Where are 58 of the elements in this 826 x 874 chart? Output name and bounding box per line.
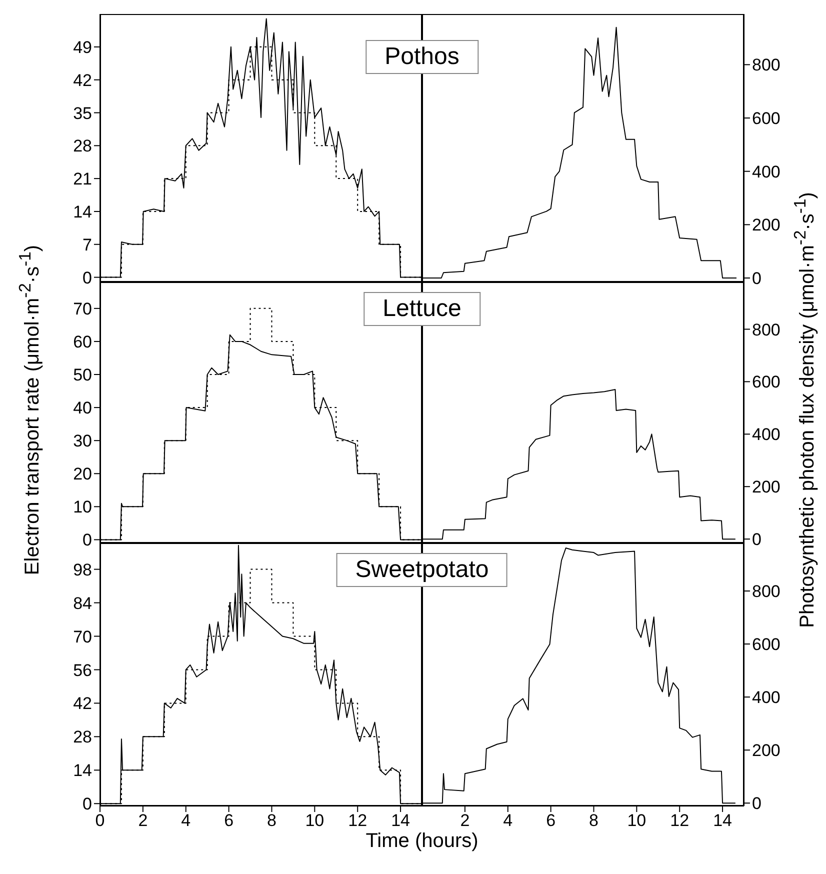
x-tick-label: 10 <box>305 811 324 830</box>
y-tick-label: 70 <box>73 299 92 318</box>
y-tick-label: 800 <box>752 582 780 602</box>
y-tick-label: 0 <box>82 794 92 814</box>
x-tick-label: 14 <box>391 811 410 830</box>
y-tick-label: 84 <box>73 594 92 613</box>
y-tick-label: 49 <box>73 38 92 57</box>
y-tick-label: 200 <box>752 216 780 235</box>
x-tick-label: 12 <box>670 811 690 830</box>
y-tick-label: 600 <box>752 372 780 392</box>
x-tick-label: 4 <box>503 811 513 830</box>
x-axis-title: Time (hours) <box>366 830 478 853</box>
y-tick-label: 40 <box>73 398 92 418</box>
y-tick-label: 14 <box>73 202 92 222</box>
x-tick-label: 12 <box>348 811 368 830</box>
y-tick-label: 56 <box>73 660 92 680</box>
y-tick-label: 28 <box>73 136 92 156</box>
x-tick-label: 2 <box>138 811 148 830</box>
y-tick-label: 800 <box>752 320 780 340</box>
y-tick-label: 200 <box>752 741 780 760</box>
y-tick-label: 30 <box>73 432 92 451</box>
y-tick-label: 50 <box>73 366 92 385</box>
x-tick-label: 14 <box>713 811 732 830</box>
y-tick-label: 98 <box>73 560 92 580</box>
y-tick-label: 42 <box>73 694 92 714</box>
y-tick-label: 0 <box>82 530 92 550</box>
x-tick-label: 2 <box>460 811 470 830</box>
y-tick-label: 200 <box>752 478 780 497</box>
x-tick-label: 6 <box>546 811 556 830</box>
x-tick-label: 10 <box>627 811 646 830</box>
y-tick-label: 600 <box>752 109 780 128</box>
x-tick-label: 4 <box>181 811 191 830</box>
y-tick-label: 7 <box>82 235 92 254</box>
y-tick-label: 0 <box>752 530 762 550</box>
y-tick-label: 0 <box>752 794 762 814</box>
y-tick-label: 21 <box>73 170 92 189</box>
y-tick-label: 14 <box>73 761 92 780</box>
y-tick-label: 400 <box>752 688 780 708</box>
y-tick-label: 0 <box>752 269 762 288</box>
y-tick-label: 10 <box>73 498 92 517</box>
y-tick-label: 35 <box>73 104 92 123</box>
x-tick-label: 8 <box>267 811 276 830</box>
y-tick-label: 28 <box>73 728 92 747</box>
text: Lettuce <box>364 292 480 326</box>
y-tick-label: 60 <box>73 332 92 352</box>
y-tick-label: 0 <box>82 268 92 288</box>
x-tick-label: 0 <box>95 811 105 830</box>
y-tick-label: 70 <box>73 627 92 646</box>
y-tick-label: 400 <box>752 162 780 182</box>
text: Pothos <box>366 40 478 74</box>
y-tick-label: 800 <box>752 56 780 75</box>
x-tick-label: 6 <box>224 811 234 830</box>
y-tick-label: 400 <box>752 425 780 444</box>
y-tick-label: 600 <box>752 635 780 654</box>
text: Sweetpotato <box>336 553 508 587</box>
y-tick-label: 42 <box>73 70 92 90</box>
y-tick-label: 20 <box>73 464 92 484</box>
x-tick-label: 8 <box>589 811 598 830</box>
